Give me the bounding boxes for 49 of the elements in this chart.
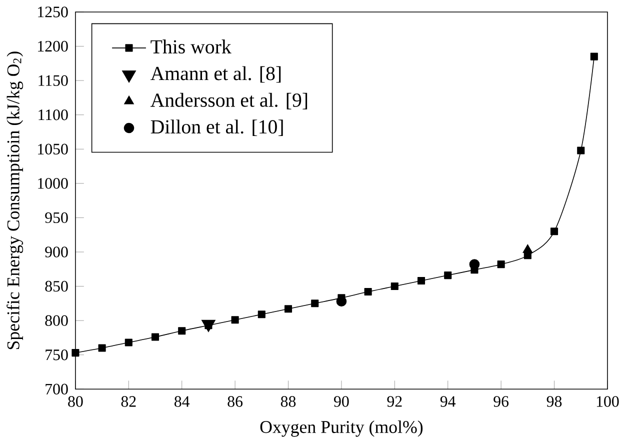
point xyxy=(522,244,533,253)
x-tick-label: 96 xyxy=(494,396,509,407)
point xyxy=(178,326,186,334)
point xyxy=(577,146,585,154)
point xyxy=(364,288,372,296)
y-tick-label: 900 xyxy=(45,246,68,258)
y-tick-label: 850 xyxy=(45,280,68,292)
y-tick-label: 1200 xyxy=(38,40,68,52)
y-tick-label: 1000 xyxy=(38,178,68,189)
point xyxy=(590,52,598,60)
point xyxy=(390,282,398,290)
legend-label: Dillon et al. [10] xyxy=(150,119,283,136)
x-axis-title: Oxygen Purity (mol%) xyxy=(260,420,423,437)
y-tick-label: 950 xyxy=(45,212,68,223)
point xyxy=(231,316,239,324)
legend-label: Andersson et al. [9] xyxy=(150,92,308,110)
y-tick-label: 1250 xyxy=(38,6,68,18)
x-tick-label: 98 xyxy=(546,396,562,407)
y-tick-label: 750 xyxy=(46,349,68,360)
point xyxy=(550,227,558,236)
legend-label: This work xyxy=(150,39,232,54)
y-tick-label: 1100 xyxy=(38,109,68,120)
point xyxy=(444,271,452,279)
y-axis-title: Specific Energy Consumptioin (kJ/kg O$_{2}$) xyxy=(6,51,24,349)
point xyxy=(284,304,292,313)
x-tick-label: 80 xyxy=(68,396,83,407)
x-tick-label: 94 xyxy=(440,396,456,407)
y-tick-label: 700 xyxy=(46,384,68,394)
x-tick-label: 100 xyxy=(596,396,619,407)
point xyxy=(311,299,319,308)
point xyxy=(151,333,160,341)
point xyxy=(336,296,347,306)
x-tick-label: 92 xyxy=(387,396,402,407)
point xyxy=(417,276,426,284)
y-tick-label: 1150 xyxy=(38,75,68,86)
x-tick-label: 86 xyxy=(228,396,243,407)
point xyxy=(72,348,80,356)
point xyxy=(497,260,505,268)
point xyxy=(124,338,132,346)
y-tick-label: 1050 xyxy=(38,144,68,154)
point xyxy=(258,310,266,318)
x-tick-label: 90 xyxy=(334,396,349,407)
point xyxy=(98,344,106,352)
x-tick-label: 88 xyxy=(280,396,296,407)
y-tick-label: 800 xyxy=(45,315,68,326)
legend-label: Amann et al. [8] xyxy=(150,66,281,82)
x-tick-label: 84 xyxy=(174,396,190,407)
x-tick-label: 82 xyxy=(121,396,136,407)
point xyxy=(469,258,480,270)
